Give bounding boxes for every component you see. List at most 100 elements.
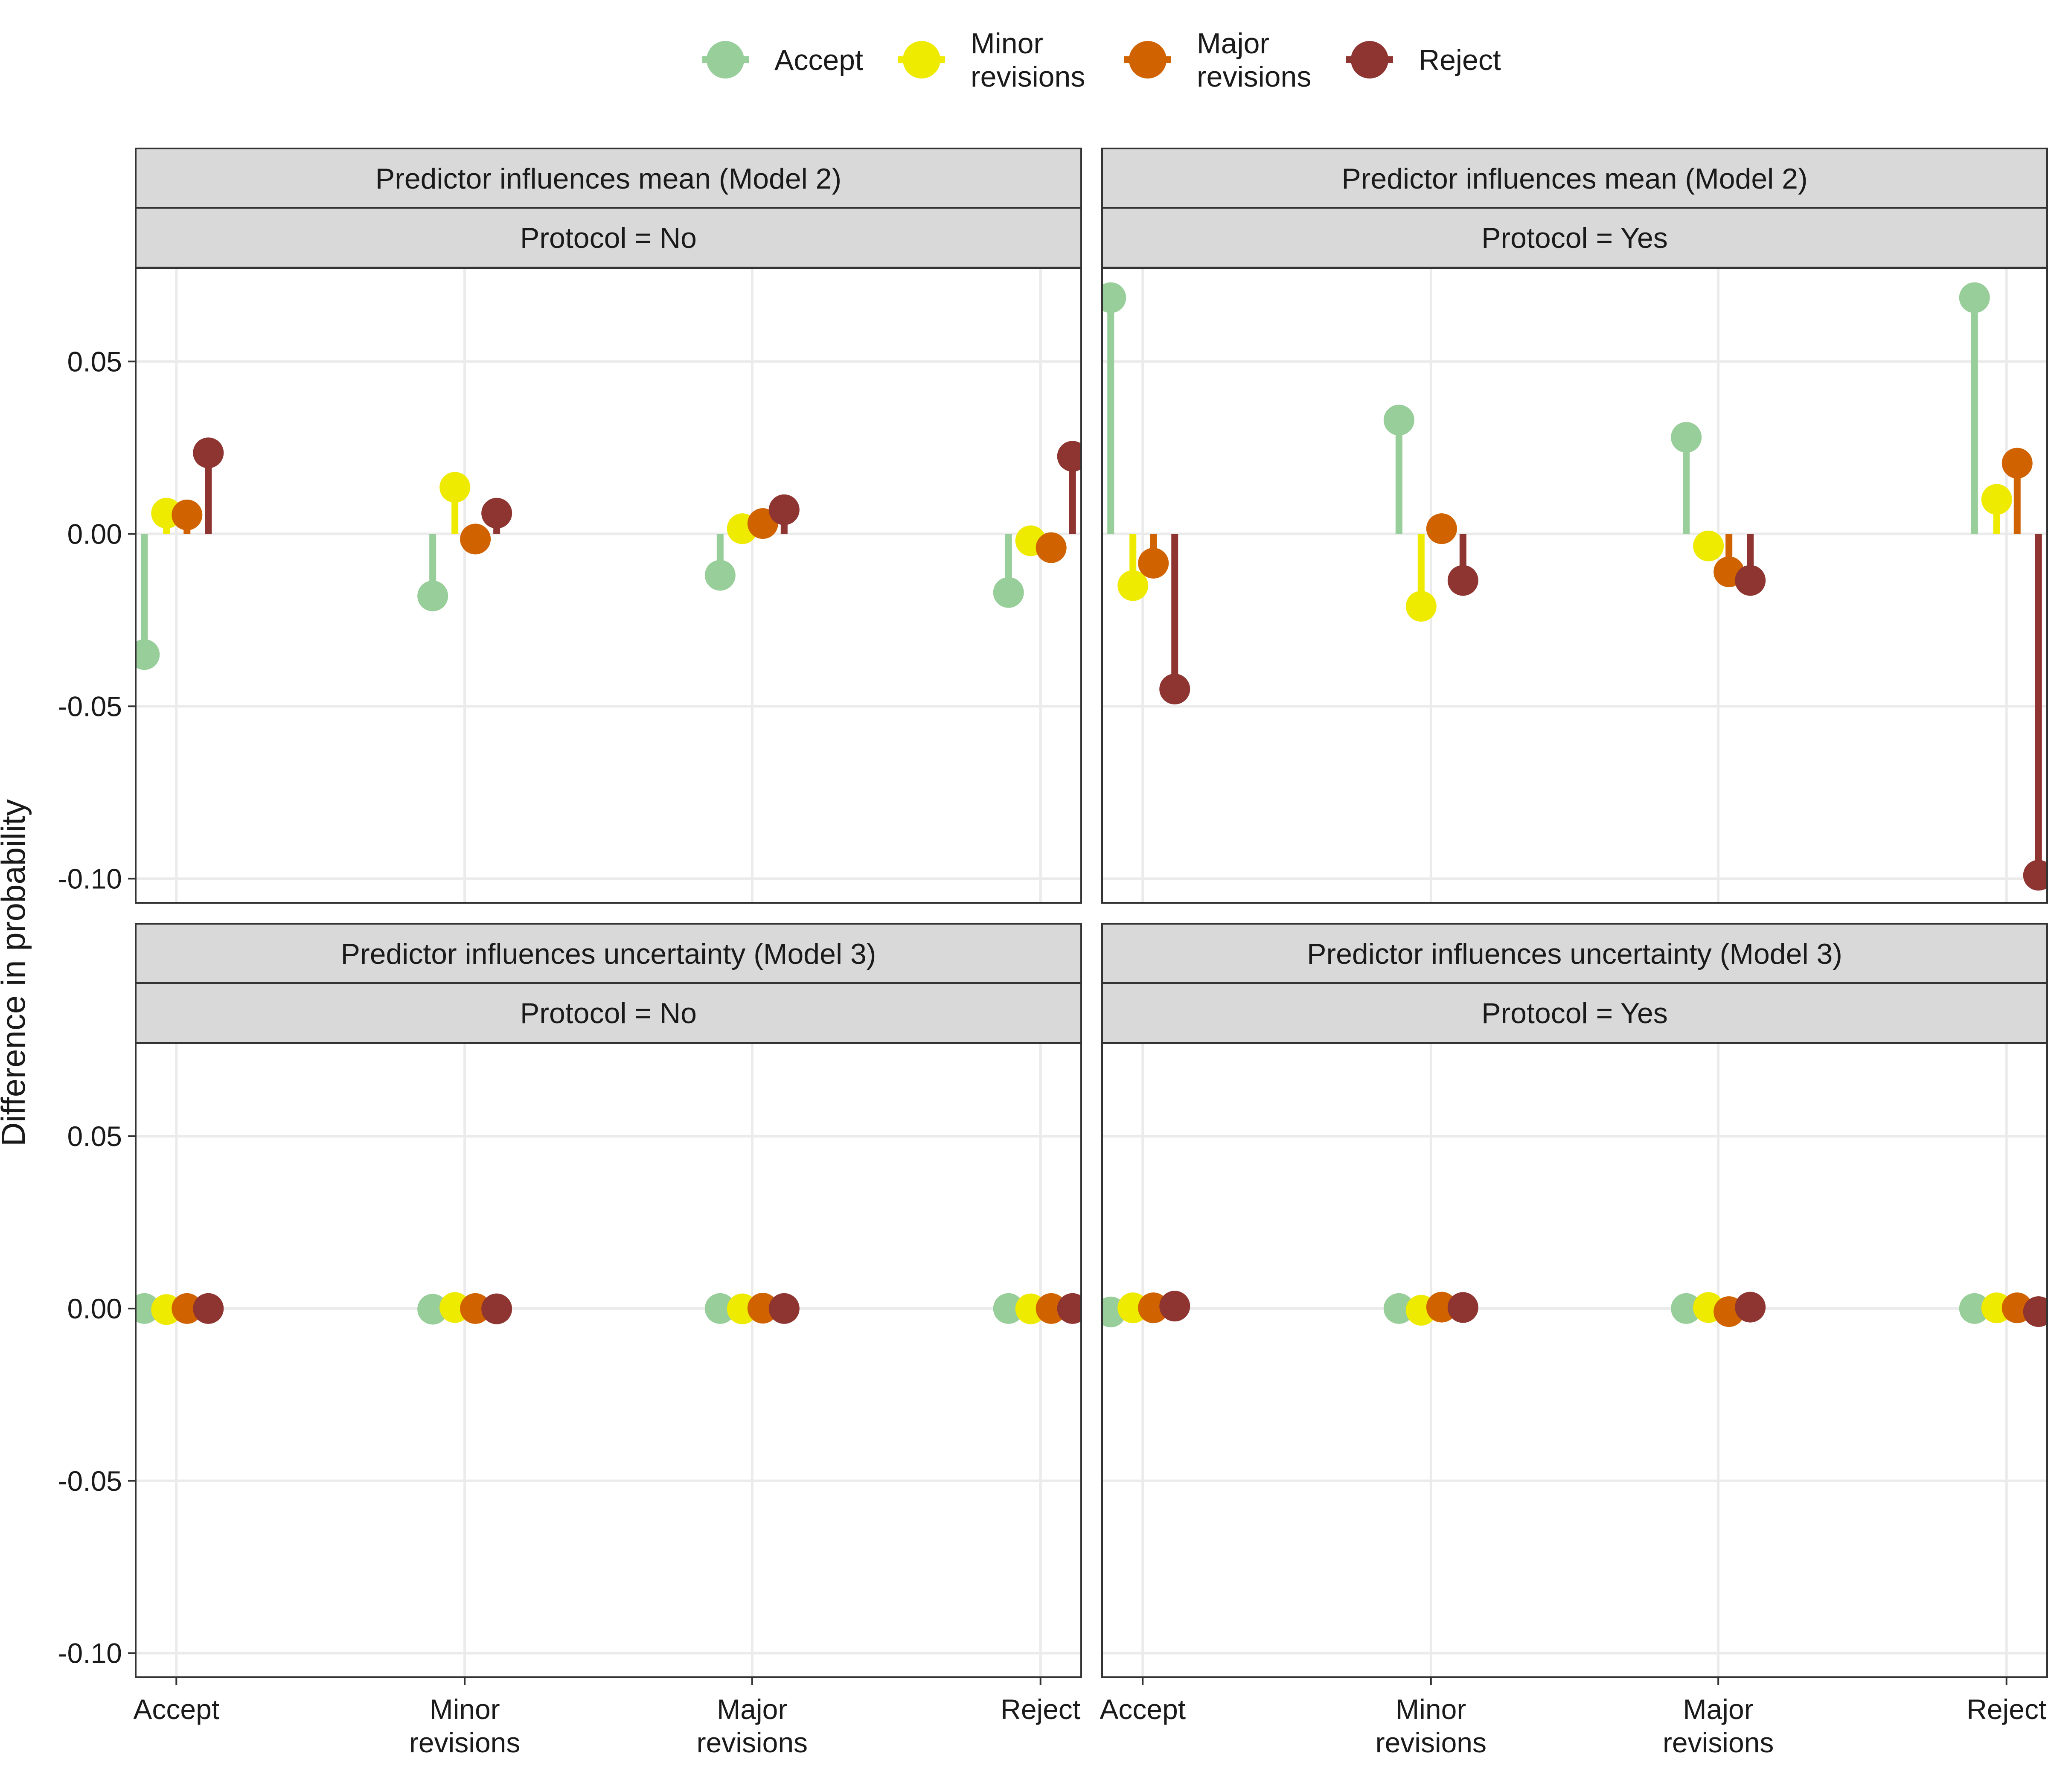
- strip-top: [1101, 923, 2048, 984]
- lollipop-point: [993, 1293, 1024, 1324]
- legend-label: Minor revisions: [971, 27, 1085, 93]
- lollipop-point: [1405, 591, 1437, 622]
- y-tick-label: -0.10: [58, 863, 122, 895]
- legend-label-line: Reject: [1419, 44, 1501, 76]
- strip-top-label: Predictor influences mean (Model 2): [375, 163, 841, 195]
- strip-bottom-label: Protocol = Yes: [1481, 222, 1668, 254]
- gridlines: [1102, 1043, 2047, 1677]
- lollipop-point: [193, 437, 224, 468]
- lollipop-point: [417, 580, 448, 611]
- legend-label-line: Major: [1197, 27, 1269, 60]
- lollipop-point: [1383, 1293, 1414, 1324]
- x-tick-label: Accept: [1100, 1693, 1186, 1725]
- panel: Predictor influences uncertainty (Model …: [135, 923, 1082, 1678]
- legend-label: Reject: [1419, 44, 1501, 76]
- y-tick-label: 0.05: [67, 1120, 122, 1152]
- lollipop-point: [1159, 1291, 1190, 1322]
- lollipop-point: [2023, 860, 2047, 891]
- lollipop-point: [460, 524, 491, 555]
- lollipop-point: [1671, 1293, 1702, 1324]
- marks: [1102, 1291, 2047, 1327]
- legend-item: Accept: [702, 41, 863, 79]
- legend-label-line: Accept: [774, 44, 863, 76]
- panel-background: [1102, 268, 2047, 903]
- lollipop-point: [1159, 673, 1190, 704]
- y-tick-label: -0.10: [58, 1638, 122, 1669]
- x-tick-label: Accept: [133, 1693, 219, 1725]
- lollipop-point: [460, 1293, 491, 1324]
- x-tick-label: Reject: [1967, 1693, 2046, 1725]
- x-tick-label: Major revisions: [697, 1693, 808, 1758]
- x-tick-label-line: revisions: [1663, 1727, 1774, 1758]
- lollipop-point: [1693, 530, 1724, 561]
- panel-background: [136, 268, 1081, 903]
- legend-key-dot: [903, 41, 940, 79]
- x-tick-label-line: revisions: [409, 1727, 520, 1758]
- lollipop-point: [417, 1294, 448, 1325]
- legend-label-line: Minor: [971, 27, 1043, 60]
- lollipop-point: [1959, 1293, 1990, 1324]
- lollipop-point: [1117, 570, 1149, 601]
- x-tick-label-line: revisions: [697, 1727, 808, 1758]
- strip-bottom-label: Protocol = Yes: [1481, 997, 1668, 1030]
- x-tick-label: Major revisions: [1663, 1693, 1774, 1758]
- x-tick-label-line: Major: [1683, 1693, 1754, 1725]
- x-tick-label: Reject: [1001, 1693, 1080, 1725]
- panel: Predictor influences mean (Model 2) Proto…: [1101, 148, 2048, 904]
- lollipop-point: [704, 1293, 736, 1324]
- lollipop-point: [1426, 1292, 1457, 1323]
- strip-top-label: Predictor influences mean (Model 2): [1341, 163, 1807, 195]
- strip-top-label: Predictor influences uncertainty (Model …: [1307, 938, 1842, 970]
- y-tick-label: 0.00: [67, 1293, 122, 1324]
- x-tick-label-line: Minor: [430, 1693, 500, 1725]
- y-tick-label: 0.00: [67, 518, 122, 550]
- lollipop-point: [1735, 565, 1766, 596]
- legend-label-line: revisions: [1197, 61, 1311, 93]
- gridlines: [136, 1043, 1081, 1677]
- lollipop-point: [1057, 1293, 1081, 1324]
- x-tick-label: Minor revisions: [409, 1693, 520, 1758]
- lollipop-point: [768, 1293, 800, 1324]
- x-tick-label-line: Reject: [1967, 1693, 2046, 1725]
- strip-top: [135, 148, 1082, 209]
- lollipop-point: [439, 472, 471, 503]
- lollipop-point: [1383, 404, 1414, 436]
- lollipop-point: [481, 497, 512, 529]
- x-tick-label-line: Major: [717, 1693, 787, 1725]
- x-tick-label-line: Accept: [133, 1693, 219, 1725]
- panels: Predictor influences mean (Model 2) Proto…: [135, 148, 2048, 1678]
- marks: [136, 1292, 1081, 1325]
- lollipop-point: [1036, 532, 1067, 563]
- lollipop-point: [993, 577, 1024, 608]
- x-tick-label-line: revisions: [1376, 1727, 1487, 1758]
- y-axis: 0.05 0.00 -0.05 -0.10 0.05 0.00 -0.05 -0.10: [58, 346, 136, 1669]
- lollipop-point: [1036, 1293, 1067, 1324]
- lollipop-point: [136, 639, 160, 670]
- lollipop-point: [172, 499, 203, 530]
- lollipop-point: [1447, 565, 1478, 596]
- lollipop-point: [2001, 448, 2033, 479]
- panel-border: [135, 268, 1082, 904]
- lollipop-point: [1735, 1292, 1766, 1323]
- x-tick-label-line: Minor: [1396, 1693, 1466, 1725]
- legend-key-dot: [1351, 41, 1388, 79]
- strip-top: [1101, 148, 2048, 209]
- marks: [1102, 282, 2047, 891]
- lollipop-point: [1981, 484, 2012, 515]
- lollipop-point: [1426, 513, 1457, 544]
- strip-bottom: [1101, 207, 2048, 268]
- legend: Accept Minor revisions Major revisions Reject: [702, 27, 1501, 93]
- y-tick-label: -0.05: [58, 690, 122, 722]
- lollipop-point: [768, 494, 800, 525]
- panel: Predictor influences mean (Model 2) Proto…: [135, 148, 1082, 904]
- legend-key-dot: [1129, 41, 1167, 79]
- lollipop-point: [1102, 282, 1126, 313]
- x-tick-label-line: Accept: [1100, 1693, 1186, 1725]
- lollipop-point: [1671, 422, 1702, 453]
- legend-item: Minor revisions: [898, 27, 1085, 93]
- panel: Predictor influences uncertainty (Model …: [1101, 923, 2048, 1678]
- x-tick-label: Minor revisions: [1376, 1693, 1487, 1758]
- strip-top-label: Predictor influences uncertainty (Model …: [341, 938, 876, 970]
- y-axis-title: Difference in probability: [0, 799, 32, 1146]
